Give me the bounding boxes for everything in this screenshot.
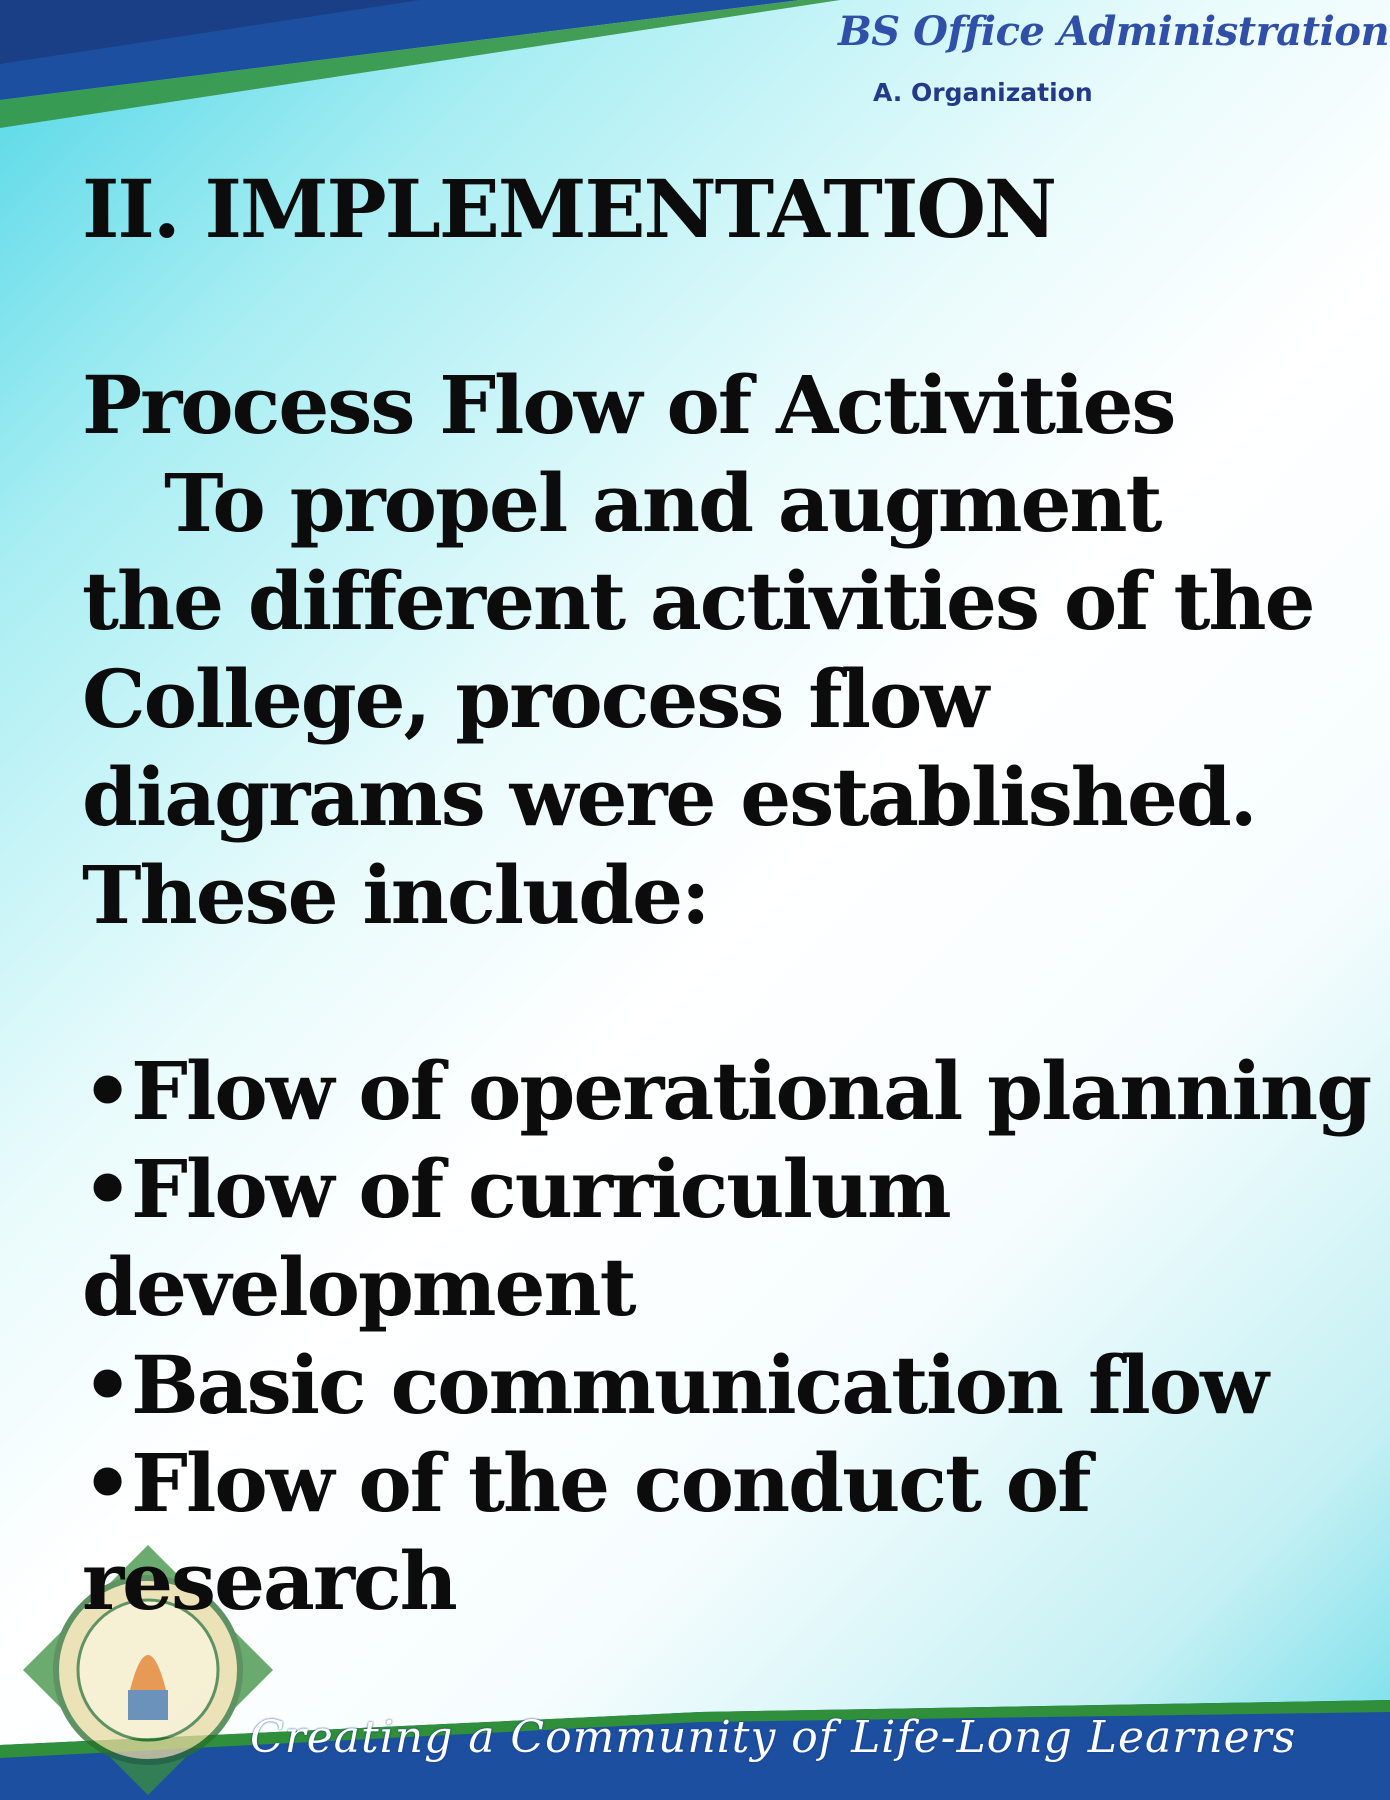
bullet-icon: • bbox=[82, 1142, 133, 1236]
page-heading: II. IMPLEMENTATION bbox=[82, 162, 1057, 256]
spacer bbox=[82, 258, 1372, 356]
university-seal-icon bbox=[23, 1545, 273, 1795]
paragraph-line: diagrams were established. bbox=[82, 750, 1258, 844]
section-label: A. Organization bbox=[873, 78, 1093, 107]
spacer bbox=[82, 944, 1372, 1042]
activities-list: •Flow of operational planning •Flow of c… bbox=[82, 1042, 1372, 1630]
paragraph-line: To propel and augment bbox=[164, 456, 1162, 550]
bullet-icon: • bbox=[82, 1044, 133, 1138]
subheading: Process Flow of Activities bbox=[82, 358, 1176, 452]
main-content: II. IMPLEMENTATION Process Flow of Activ… bbox=[82, 160, 1372, 1630]
bullet-icon: • bbox=[82, 1436, 133, 1530]
program-title: BS Office Administration bbox=[838, 8, 1390, 55]
intro-paragraph: To propel and augment the different acti… bbox=[82, 454, 1372, 944]
list-item: •Flow of operational planning bbox=[82, 1044, 1372, 1138]
paragraph-line: These include: bbox=[82, 848, 711, 942]
list-item: •Flow of curriculum development bbox=[82, 1142, 952, 1334]
footer-slogan: Creating a Community of Life-Long Learne… bbox=[250, 1712, 1297, 1763]
paragraph-line: College, process flow bbox=[82, 652, 989, 746]
paragraph-line: the different activities of the bbox=[82, 554, 1315, 648]
list-item: •Basic communication flow bbox=[82, 1338, 1269, 1432]
list-item: •Flow of the conduct of research bbox=[82, 1436, 1092, 1628]
bullet-icon: • bbox=[82, 1338, 133, 1432]
